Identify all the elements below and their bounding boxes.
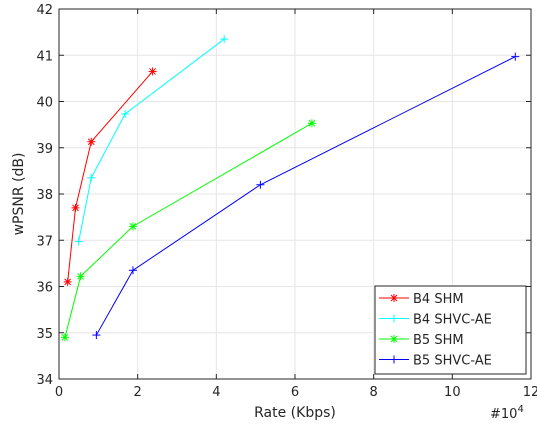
legend-item: B4 SHVC-AE (379, 313, 492, 328)
legend-label: B5 SHM (413, 333, 464, 348)
y-tick-label: 37 (36, 234, 53, 249)
data-point (74, 237, 83, 246)
data-point (87, 137, 96, 146)
legend-item: B5 SHM (379, 333, 464, 348)
series-line (67, 71, 153, 282)
y-tick-label: 39 (36, 142, 53, 157)
series-b5-shvc-ae (92, 52, 520, 340)
data-point (121, 109, 130, 118)
y-axis-label: wPSNR (dB) (11, 153, 27, 236)
legend: B4 SHM B4 SHVC-AE B5 SHM B5 SHVC-AE (374, 285, 527, 375)
tick-layer: 0 2 4 6 8 10 12 34 35 36 37 38 39 40 41 42 (36, 3, 537, 400)
series-b4-shvc-ae (74, 35, 229, 246)
data-point (128, 222, 137, 231)
legend-marker (390, 355, 398, 364)
y-tick-label: 42 (36, 3, 53, 18)
x-tick-label: 6 (291, 385, 299, 400)
series-line (78, 38, 225, 242)
data-point (92, 331, 101, 340)
x-tick-label: 2 (134, 385, 142, 400)
data-point (60, 333, 69, 342)
data-point (256, 180, 265, 189)
legend-label: B4 SHVC-AE (413, 313, 492, 328)
legend-item: B5 SHVC-AE (379, 354, 492, 369)
data-point (76, 272, 85, 281)
y-tick-label: 38 (36, 188, 53, 203)
data-point (63, 277, 72, 286)
data-point (511, 52, 520, 61)
legend-marker (390, 335, 398, 343)
x-exponent-power: 4 (517, 404, 523, 415)
x-exponent-base: #10 (490, 407, 517, 422)
x-axis-label: Rate (Kbps) (254, 405, 336, 421)
series-b5-shm (60, 119, 316, 342)
series-line (64, 122, 313, 338)
legend-item: B4 SHM (379, 292, 464, 307)
legend-marker (390, 314, 398, 323)
data-point (220, 35, 229, 44)
x-tick-label: 8 (370, 385, 378, 400)
y-tick-label: 36 (36, 281, 53, 296)
x-tick-label: 12 (523, 385, 537, 400)
series-layer (60, 35, 520, 342)
x-tick-label: 4 (212, 385, 220, 400)
data-point (71, 203, 80, 212)
data-point (307, 119, 316, 128)
x-tick-label: 10 (444, 385, 461, 400)
data-point (128, 266, 137, 275)
legend-marker (390, 294, 398, 302)
y-tick-label: 41 (36, 49, 53, 64)
y-tick-label: 34 (36, 373, 53, 388)
grid-layer (58, 8, 532, 380)
series-b4-shm (63, 67, 157, 286)
x-tick-label: 0 (55, 385, 63, 400)
legend-label: B4 SHM (413, 292, 464, 307)
data-point (148, 67, 157, 76)
data-point (87, 173, 96, 182)
y-tick-label: 35 (36, 327, 53, 342)
x-axis-exponent: #104 (490, 404, 524, 422)
legend-label: B5 SHVC-AE (413, 354, 492, 369)
series-line (95, 56, 516, 336)
y-tick-label: 40 (36, 96, 53, 111)
